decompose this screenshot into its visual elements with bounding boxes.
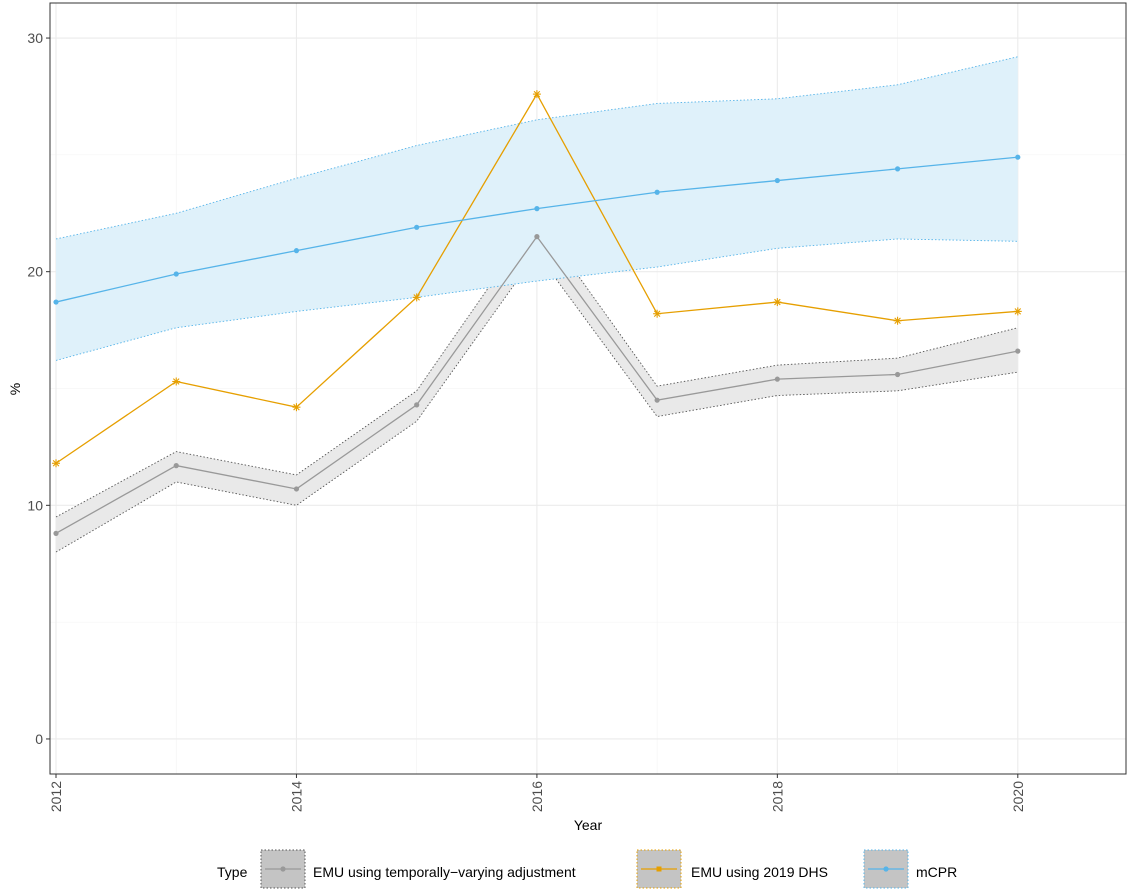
legend: Type EMU using temporally−varying adjust… (217, 849, 957, 889)
data-point-emu-using-2019-dhs (893, 316, 902, 325)
y-tick-label: 30 (27, 30, 43, 46)
plot-panel-border (49, 2, 1127, 775)
data-point-emu-using-temporally-varying-adjustment (293, 486, 300, 492)
legend-label-emu-using-2019-dhs: EMU using 2019 DHS (691, 864, 828, 880)
x-axis: 2012 2014 2016 2018 2020 (48, 774, 1026, 812)
x-tick-label: 2014 (288, 781, 304, 812)
band-lower-emu-using-temporally-varying-adjustment (55, 252, 1018, 553)
y-tick-label: 20 (27, 264, 43, 280)
x-tick-label: 2012 (48, 781, 64, 812)
data-point-emu-using-2019-dhs (412, 293, 421, 302)
data-point-mcpr (894, 166, 901, 172)
x-axis-title: Year (574, 817, 603, 833)
data-point-emu-using-temporally-varying-adjustment (774, 376, 780, 382)
legend-title: Type (217, 864, 248, 880)
x-tick-label: 2016 (529, 781, 545, 812)
data-point-emu-using-temporally-varying-adjustment (53, 530, 59, 536)
y-tick-label: 0 (35, 731, 43, 747)
legend-key-marker (883, 866, 889, 872)
legend-key-marker (656, 866, 662, 872)
data-point-mcpr (293, 248, 300, 254)
data-point-mcpr (53, 299, 59, 305)
data-point-mcpr (774, 177, 780, 184)
legend-key-marker (280, 866, 286, 872)
y-tick-label: 10 (27, 497, 43, 513)
data-point-emu-using-2019-dhs (172, 377, 181, 386)
data-point-emu-using-2019-dhs (773, 298, 782, 307)
data-point-emu-using-temporally-varying-adjustment (414, 402, 420, 408)
legend-label-mcpr: mCPR (916, 864, 957, 880)
data-point-emu-using-temporally-varying-adjustment (894, 371, 901, 378)
data-point-emu-using-2019-dhs (1013, 307, 1022, 316)
data-point-emu-using-2019-dhs (52, 459, 61, 468)
data-point-emu-using-temporally-varying-adjustment (173, 463, 179, 469)
y-axis-title: % (7, 383, 23, 395)
data-point-mcpr (1015, 154, 1021, 160)
data-point-mcpr (534, 206, 540, 212)
data-point-emu-using-2019-dhs (292, 403, 301, 412)
data-point-emu-using-temporally-varying-adjustment (654, 397, 660, 403)
x-tick-label: 2020 (1010, 781, 1026, 812)
data-point-emu-using-temporally-varying-adjustment (534, 234, 540, 240)
band-upper-mcpr (55, 56, 1018, 240)
data-point-emu-using-temporally-varying-adjustment (1015, 348, 1021, 354)
data-point-emu-using-2019-dhs (532, 90, 541, 99)
legend-label-emu-using-temporally-varying-adjustment: EMU using temporally−varying adjustment (313, 864, 576, 880)
series-points (52, 90, 1022, 536)
data-point-mcpr (173, 271, 179, 277)
data-point-mcpr (414, 224, 420, 230)
band-lower-mcpr (55, 238, 1018, 361)
x-tick-label: 2018 (769, 781, 785, 812)
data-point-emu-using-2019-dhs (653, 309, 662, 318)
data-point-mcpr (654, 189, 660, 195)
y-axis: 0 10 20 30 (27, 30, 50, 747)
band-emu-using-temporally-varying-adjustment (56, 217, 1018, 553)
